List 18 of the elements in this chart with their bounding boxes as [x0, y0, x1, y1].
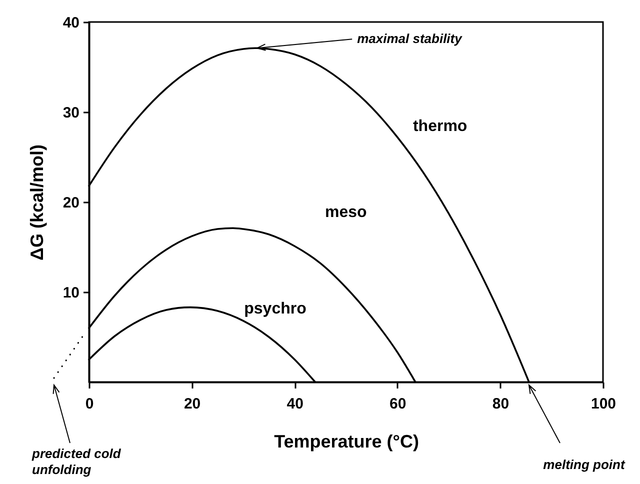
text: predicted cold unfolding — [31, 446, 122, 477]
y-axis-title: ΔG (kcal/mol) — [26, 144, 47, 260]
x-tick-label: 100 — [590, 396, 616, 412]
y-tick-label: 20 — [62, 194, 80, 212]
x-tick-label: 40 — [286, 396, 304, 412]
series-label: thermo — [412, 118, 468, 136]
y-tick-label: 10 — [62, 284, 80, 302]
series-label: psychro — [244, 300, 307, 318]
annotation: melting point — [543, 457, 626, 472]
x-tick-label: 80 — [492, 396, 510, 412]
x-tick-label: 0 — [85, 396, 94, 412]
x-tick-label: 60 — [390, 396, 406, 412]
y-tick-label: 40 — [62, 14, 80, 32]
x-axis-title: Temperature (°C) — [274, 432, 419, 452]
text: meso — [325, 204, 368, 222]
x-tick-label: 20 — [184, 396, 201, 412]
annotation: maximal stability — [357, 31, 463, 46]
y-tick-label: 30 — [62, 104, 80, 122]
